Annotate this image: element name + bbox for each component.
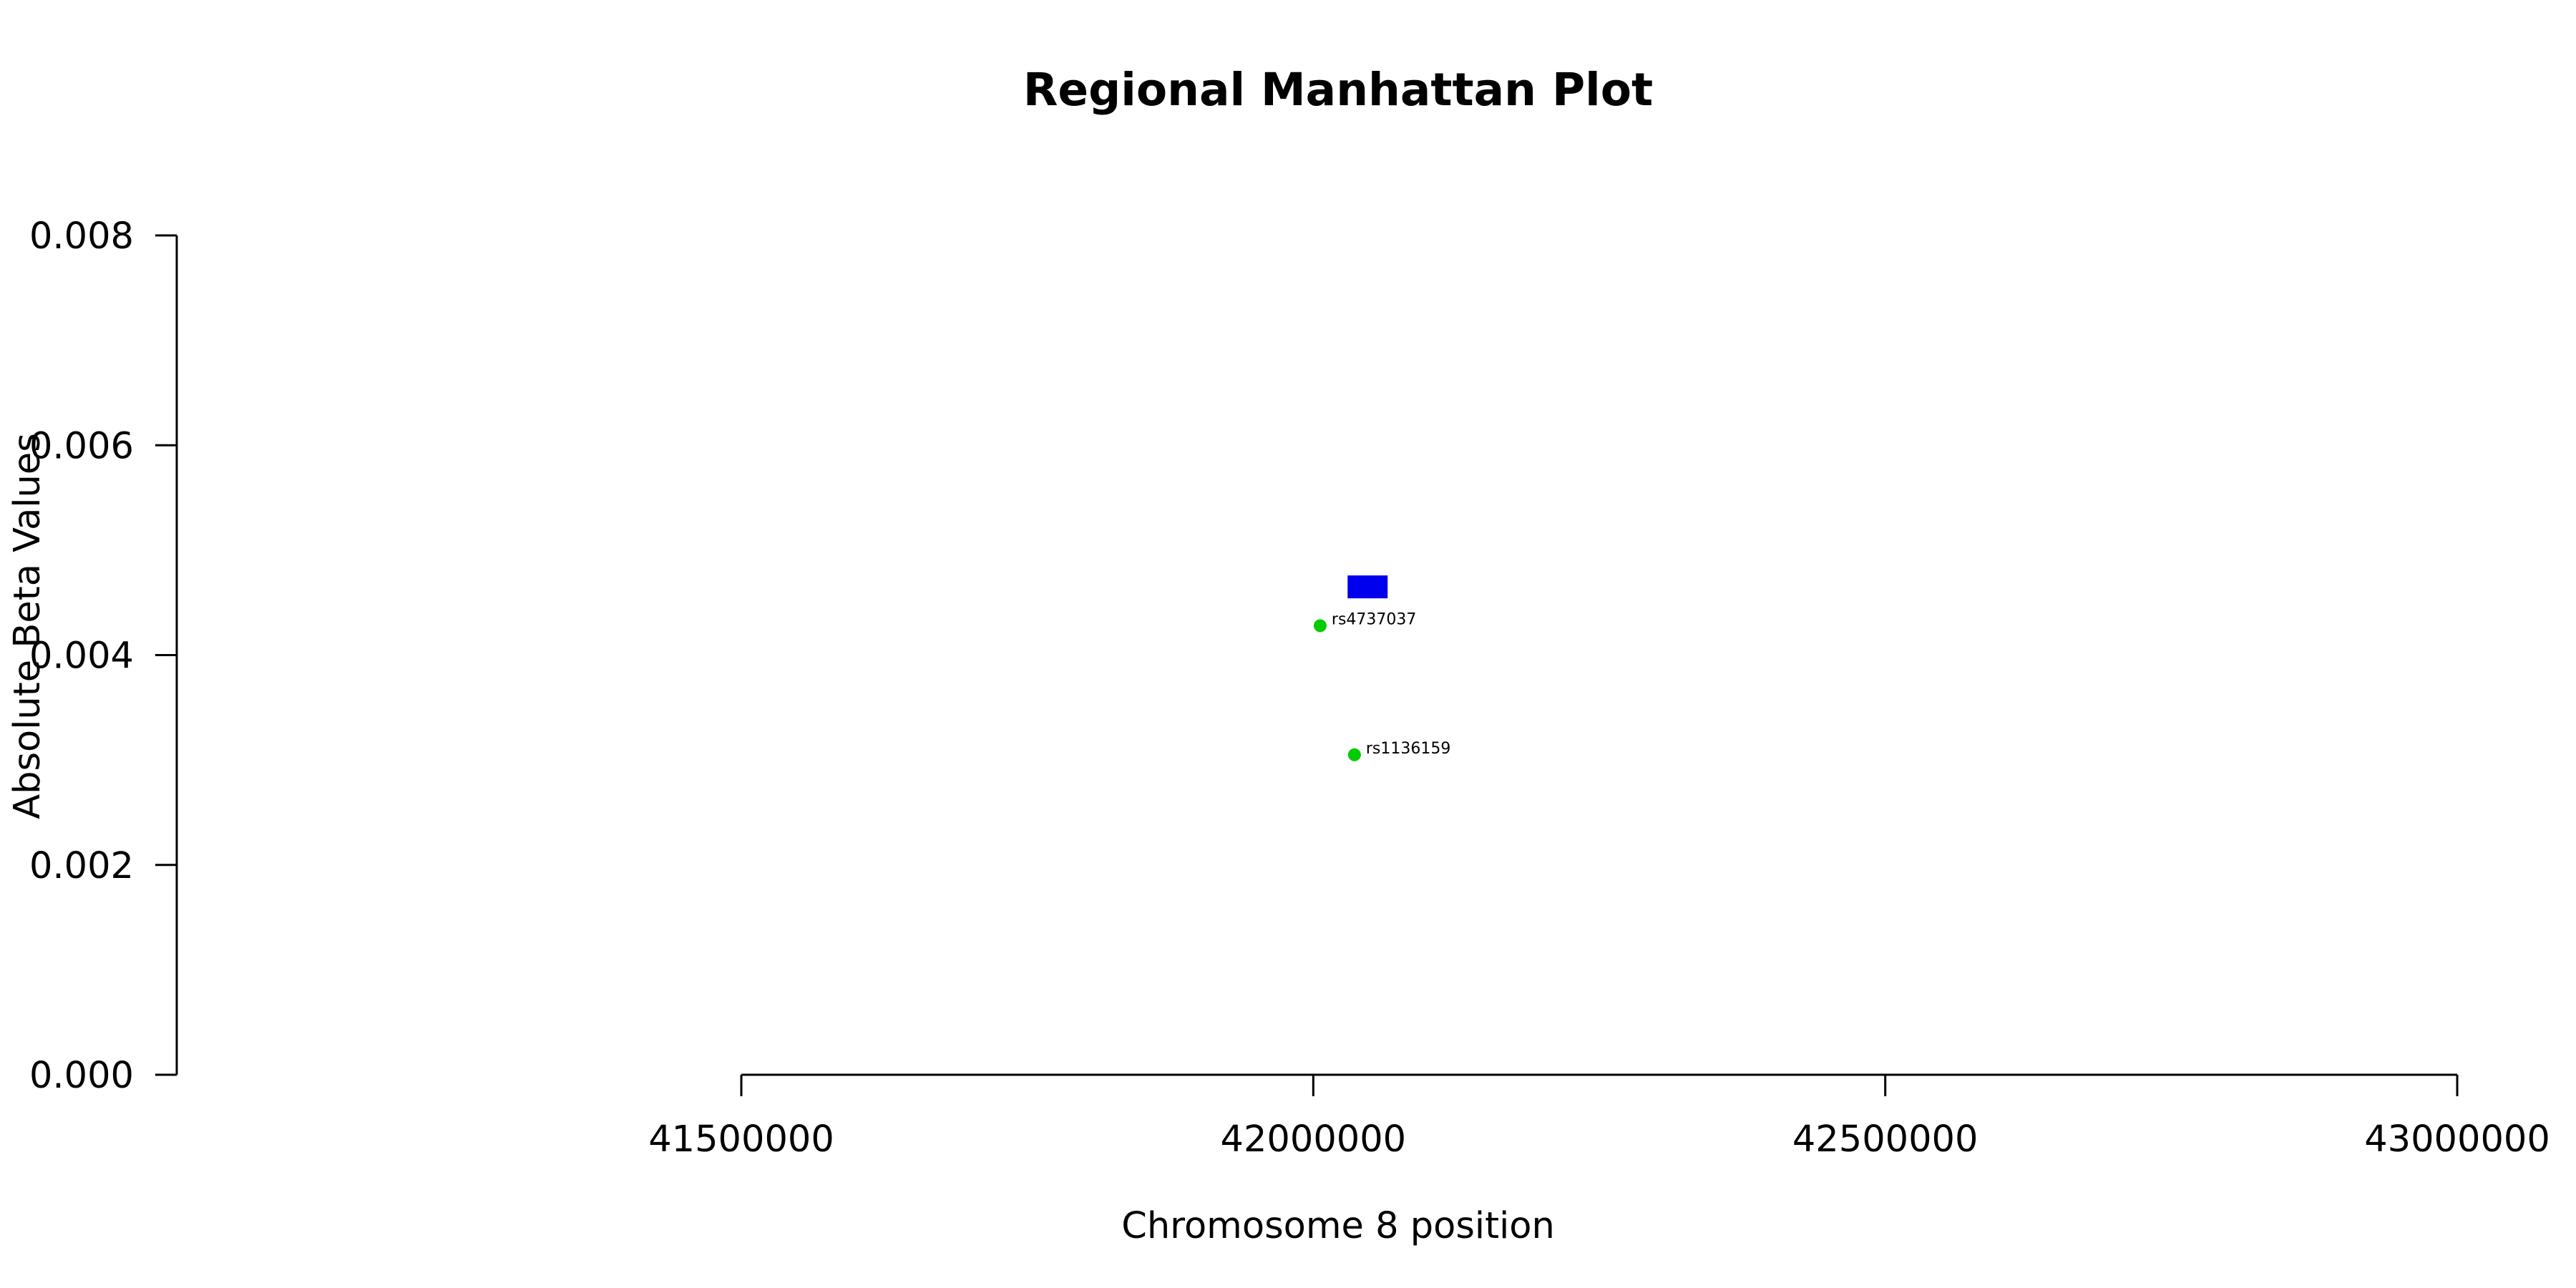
x-tick-label: 43000000 xyxy=(2364,1118,2550,1161)
y-tick-label: 0.002 xyxy=(29,845,134,887)
plot-marks: rs4737037 rs1136159 xyxy=(1313,575,1451,761)
snp-label: rs1136159 xyxy=(1366,740,1451,758)
x-tick-label: 41500000 xyxy=(648,1118,834,1161)
y-axis-label: Absolute Beta Values xyxy=(6,433,49,819)
y-tick-label: 0.006 xyxy=(29,425,134,467)
snp-point xyxy=(1313,619,1327,633)
y-axis: 0.000 0.002 0.004 0.006 0.008 xyxy=(29,215,178,1097)
x-axis: 41500000 42000000 42500000 43000000 xyxy=(648,1073,2550,1161)
y-tick-label: 0.000 xyxy=(29,1055,134,1097)
chart-title: Regional Manhattan Plot xyxy=(1023,64,1653,116)
region-marker xyxy=(1347,575,1388,599)
y-tick-label: 0.004 xyxy=(29,635,134,678)
x-axis-label: Chromosome 8 position xyxy=(1121,1205,1555,1247)
snp-label: rs4737037 xyxy=(1332,610,1417,628)
snp-point xyxy=(1347,748,1361,761)
y-tick-label: 0.008 xyxy=(29,215,134,258)
x-tick-label: 42500000 xyxy=(1792,1118,1979,1161)
x-tick-label: 42000000 xyxy=(1221,1118,1407,1161)
